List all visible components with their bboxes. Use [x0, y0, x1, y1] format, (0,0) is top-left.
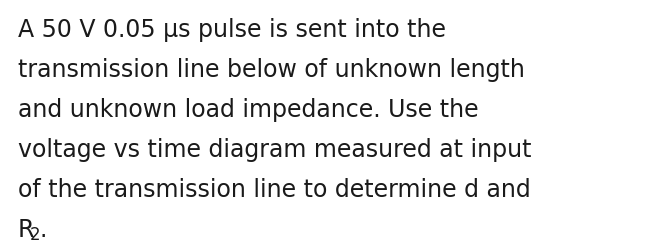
- Text: .: .: [40, 217, 47, 241]
- Text: R: R: [18, 217, 34, 241]
- Text: of the transmission line to determine d and: of the transmission line to determine d …: [18, 177, 531, 201]
- Text: voltage vs time diagram measured at input: voltage vs time diagram measured at inpu…: [18, 138, 532, 161]
- Text: and unknown load impedance. Use the: and unknown load impedance. Use the: [18, 98, 478, 122]
- Text: A 50 V 0.05 μs pulse is sent into the: A 50 V 0.05 μs pulse is sent into the: [18, 18, 446, 42]
- Text: 2: 2: [30, 225, 40, 243]
- Text: transmission line below of unknown length: transmission line below of unknown lengt…: [18, 58, 525, 82]
